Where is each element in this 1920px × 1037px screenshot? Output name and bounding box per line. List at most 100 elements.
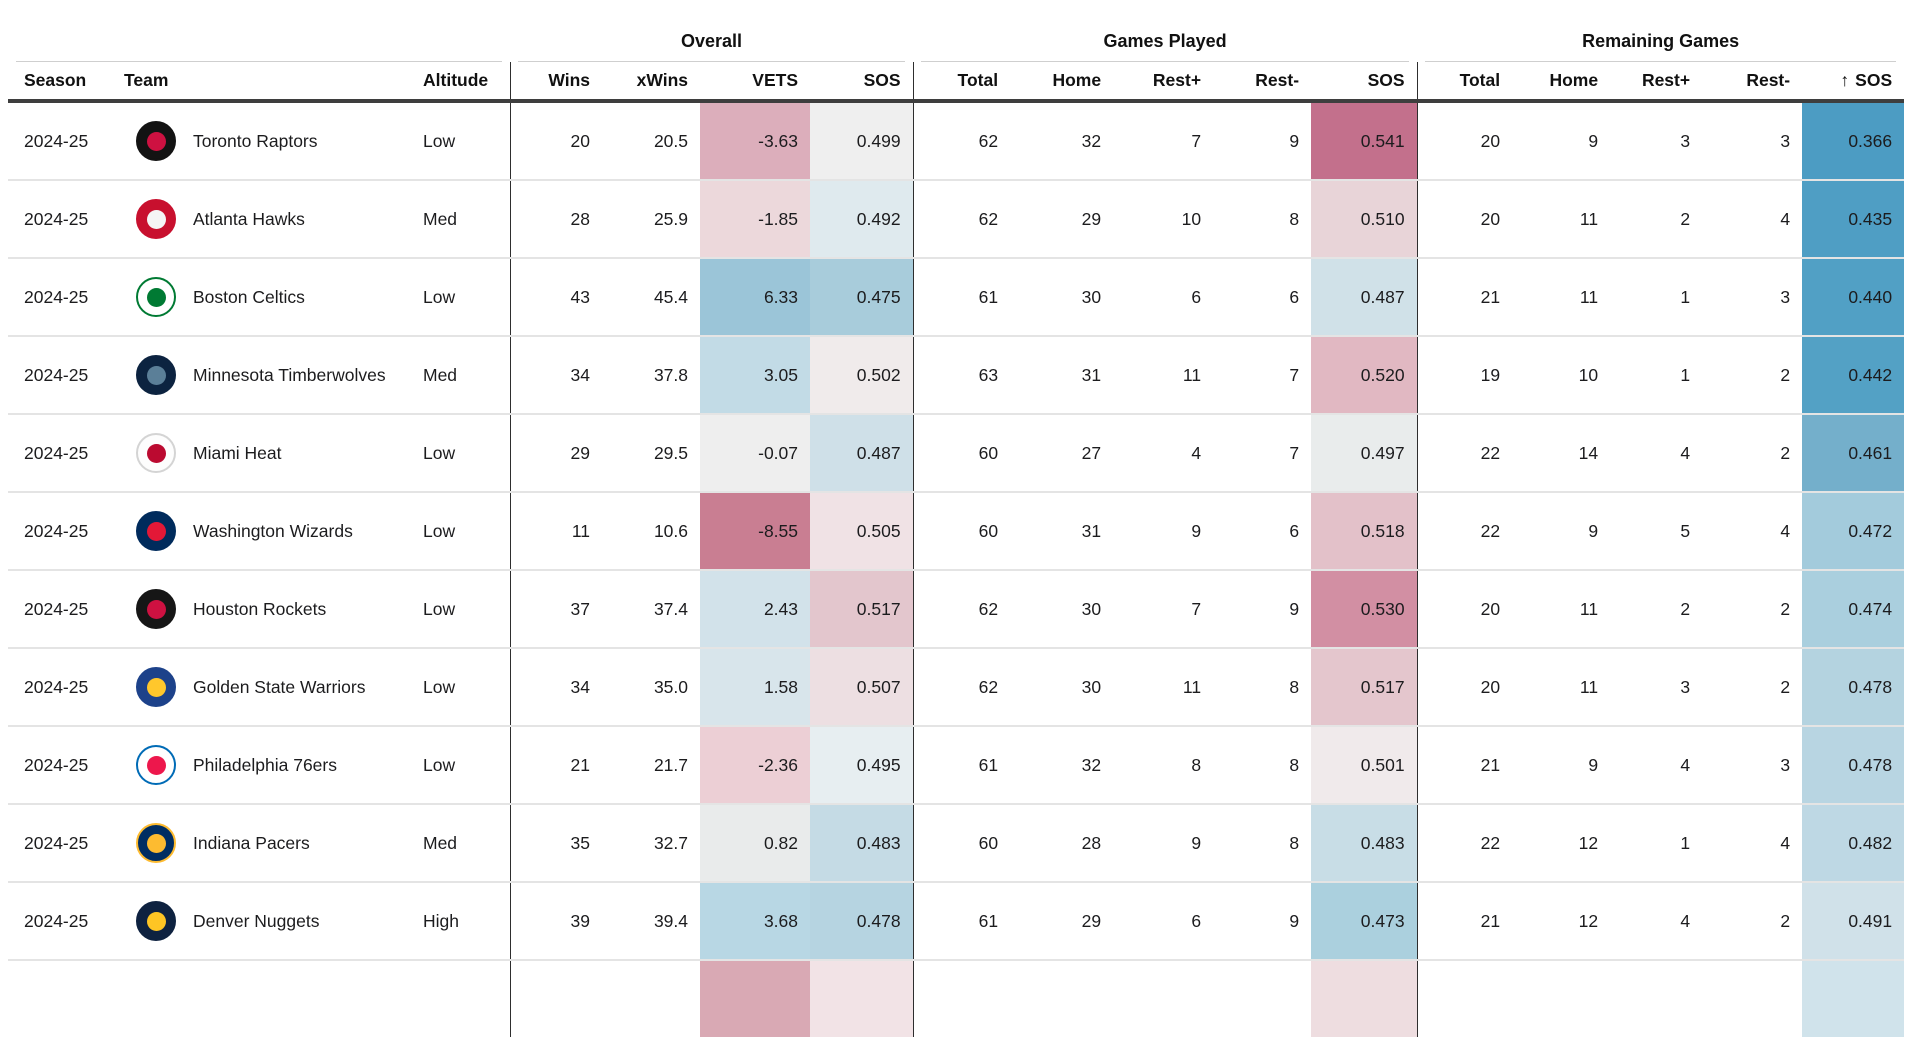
- cell-season: 2024-25: [8, 491, 112, 570]
- cell-value: 2: [1780, 364, 1791, 385]
- cell-value: 4: [1780, 832, 1791, 853]
- cell-xwins: 29.5: [602, 413, 701, 492]
- col-header-xwins[interactable]: xWins: [602, 62, 701, 103]
- cell-value: 61: [978, 286, 999, 307]
- col-header-sos[interactable]: SOS: [810, 62, 914, 103]
- col-header-gp_sos[interactable]: SOS: [1311, 62, 1418, 103]
- col-header-rg_total[interactable]: Total: [1416, 62, 1513, 103]
- col-header-altitude[interactable]: Altitude: [409, 62, 511, 103]
- cell-value: 22: [1480, 520, 1501, 541]
- cell-gp_rest_plus: 8: [1113, 725, 1214, 804]
- cell-sos: 0.492: [810, 179, 914, 258]
- team-logo-mark: [146, 521, 166, 541]
- cell-value: 27: [1081, 442, 1102, 463]
- cell-vets: 0.82: [700, 803, 811, 882]
- cell-rg_rest_plus: 2: [1610, 569, 1703, 648]
- col-header-gp_home[interactable]: Home: [1010, 62, 1114, 103]
- cell-wins: 34: [509, 647, 603, 726]
- cell-value: 9: [1588, 520, 1599, 541]
- cell-value: 11: [1182, 364, 1202, 385]
- col-header-label: Home: [1549, 70, 1599, 90]
- cell-rg_home: 12: [1512, 803, 1611, 882]
- team-logo: [136, 589, 176, 629]
- col-header-wins[interactable]: Wins: [509, 62, 603, 103]
- col-header-gp_rest_plus[interactable]: Rest+: [1113, 62, 1214, 103]
- cell-rg_total: 19: [1416, 335, 1513, 414]
- group-underline: [16, 61, 503, 62]
- team-name: Houston Rockets: [193, 598, 327, 619]
- cell-value: 6: [1289, 286, 1300, 307]
- team-row: 2024-25 Golden State Warriors Low 34 35.0 1.5…: [8, 647, 1905, 726]
- team-logo-mark: [146, 365, 166, 385]
- col-header-label: SOS: [1855, 70, 1893, 90]
- cell-team: Philadelphia 76ers: [112, 725, 409, 804]
- cell-value: 4: [1680, 754, 1691, 775]
- cell-gp_sos: 0.473: [1311, 881, 1418, 960]
- cell-gp_sos: 0.497: [1311, 413, 1418, 492]
- cell-gp_home: 30: [1010, 257, 1114, 336]
- cell-value: Low: [423, 286, 456, 307]
- cell-value: 6.33: [763, 286, 799, 307]
- group-underline: [921, 61, 1410, 62]
- cell-rg_home: 11: [1512, 569, 1611, 648]
- cell-rg_home: 9: [1512, 491, 1611, 570]
- cell-rg_sos: 0.491: [1802, 881, 1905, 960]
- cell-gp_rest_plus: 7: [1113, 101, 1213, 180]
- cell-season: 2024-25: [8, 179, 112, 258]
- cell-rg_rest_minus: 3: [1702, 725, 1803, 804]
- cell-value: 9: [1191, 832, 1202, 853]
- cell-value: 0.473: [1360, 910, 1405, 931]
- cell-value: 1.58: [763, 676, 799, 697]
- cell-value: 9: [1588, 130, 1599, 151]
- cell-gp_rest_plus: 4: [1113, 413, 1214, 492]
- col-header-team[interactable]: Team: [112, 62, 409, 103]
- cell-value: 29: [1081, 910, 1102, 931]
- cell-value: 60: [978, 832, 999, 853]
- cell-value: 11: [571, 520, 591, 541]
- team-logo: [136, 355, 176, 395]
- cell-sos: [810, 959, 914, 1037]
- cell-value: Low: [423, 520, 456, 541]
- cell-vets: 3.05: [700, 335, 811, 414]
- group-underline: [518, 61, 906, 62]
- cell-gp_total: 61: [912, 257, 1011, 336]
- col-header-label: Total: [1459, 70, 1501, 90]
- cell-value: 61: [978, 910, 999, 931]
- cell-gp_sos: [1311, 959, 1418, 1037]
- cell-wins: 39: [509, 881, 603, 960]
- col-header-vets[interactable]: VETS: [700, 62, 811, 103]
- col-header-rg_sos[interactable]: ↑ SOS: [1802, 62, 1905, 103]
- col-header-gp_rest_minus[interactable]: Rest-: [1213, 62, 1312, 103]
- col-header-rg_rest_plus[interactable]: Rest+: [1610, 62, 1703, 103]
- cell-team: Houston Rockets: [112, 569, 409, 648]
- cell-value: 21: [570, 754, 591, 775]
- col-header-gp_total[interactable]: Total: [912, 62, 1011, 103]
- cell-rg_sos: 0.482: [1802, 803, 1905, 882]
- col-header-rg_rest_minus[interactable]: Rest-: [1702, 62, 1803, 103]
- cell-value: 3: [1680, 676, 1691, 697]
- col-header-rg_home[interactable]: Home: [1512, 62, 1611, 103]
- cell-value: 30: [1081, 676, 1102, 697]
- team-logo: [136, 121, 176, 161]
- cell-value: 32.7: [653, 832, 689, 853]
- cell-value: 3.05: [763, 364, 799, 385]
- cell-value: Low: [423, 598, 456, 619]
- cell-value: 1: [1680, 364, 1691, 385]
- team-name: Indiana Pacers: [193, 832, 310, 853]
- cell-altitude: Low: [409, 413, 511, 492]
- cell-rg_rest_plus: 4: [1610, 725, 1703, 804]
- cell-value: 45.4: [653, 286, 689, 307]
- cell-value: 2024-25: [24, 442, 89, 463]
- col-header-season[interactable]: Season: [8, 62, 112, 103]
- cell-vets: [700, 959, 811, 1037]
- cell-gp_home: 29: [1010, 881, 1114, 960]
- cell-rg_sos: 0.478: [1802, 647, 1905, 726]
- cell-rg_rest_plus: 3: [1610, 647, 1703, 726]
- team-logo-mark: [146, 131, 166, 151]
- cell-value: 2.43: [763, 598, 799, 619]
- cell-value: 0.510: [1360, 208, 1405, 229]
- cell-value: 0.497: [1360, 442, 1405, 463]
- cell-value: 63: [978, 364, 999, 385]
- cell-xwins: [602, 959, 701, 1037]
- cell-season: 2024-25: [8, 881, 112, 960]
